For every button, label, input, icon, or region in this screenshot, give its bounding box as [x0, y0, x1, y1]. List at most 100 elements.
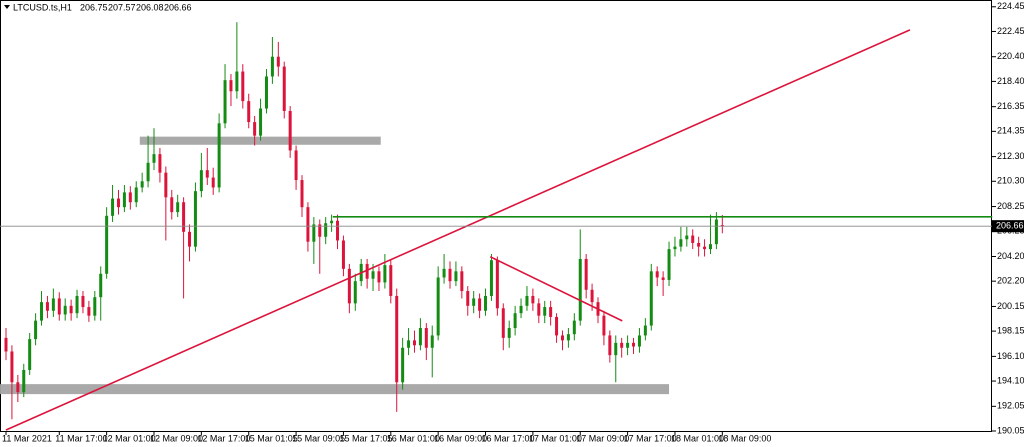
- candle-body: [673, 246, 677, 250]
- candle-body: [637, 335, 641, 347]
- x-tick-label: 15 Mar 01:05: [245, 433, 298, 443]
- candle-body: [57, 298, 61, 315]
- x-tick-label: 16 Mar 09:00: [434, 433, 487, 443]
- candle-body: [602, 315, 606, 336]
- x-tick-label: 15 Mar 09:05: [292, 433, 345, 443]
- x-tick-label: 15 Mar 17:05: [339, 433, 392, 443]
- chart-title: LTCUSD.ts,H1: [13, 2, 72, 12]
- candle-body: [205, 170, 209, 178]
- candle-body: [318, 224, 322, 237]
- y-tick-label: 200.15: [997, 301, 1024, 311]
- candle-body: [578, 258, 582, 321]
- candle-body: [353, 281, 357, 304]
- candle-body: [685, 235, 689, 240]
- candle-body: [507, 328, 511, 338]
- candle-body: [531, 295, 535, 304]
- y-tick-label: 208.25: [997, 201, 1024, 211]
- y-tick-label: 194.10: [997, 375, 1024, 385]
- candle-body: [466, 291, 470, 306]
- candle-body: [484, 295, 488, 311]
- candle-body: [223, 80, 227, 124]
- candle-body: [608, 335, 612, 356]
- candle-body: [501, 308, 505, 338]
- x-tick-label: 11 Mar 17:00: [55, 433, 107, 443]
- candle-body: [383, 265, 387, 283]
- header-low: 206.08: [136, 2, 164, 12]
- candle-body: [164, 172, 168, 198]
- candle-body: [241, 71, 245, 102]
- candle-body: [170, 197, 174, 213]
- candle-body: [211, 177, 215, 188]
- header-open: 206.75: [80, 2, 108, 12]
- candle-body: [69, 305, 73, 314]
- last-price-box: [992, 220, 1024, 233]
- candle-body: [176, 202, 180, 213]
- candle-body: [4, 337, 8, 352]
- candle-body: [182, 202, 186, 232]
- candle-body: [253, 122, 257, 136]
- candle-body: [643, 325, 647, 336]
- candle-body: [555, 316, 559, 336]
- candle-body: [229, 80, 233, 92]
- candle-body: [371, 271, 375, 279]
- candle-body: [418, 328, 422, 346]
- candle-body: [300, 180, 304, 208]
- trend-line: [5, 29, 911, 431]
- candle-body: [412, 340, 416, 346]
- candle-body: [401, 347, 405, 383]
- x-tick-label: 12 Mar 09:00: [150, 433, 203, 443]
- candle-body: [430, 335, 434, 348]
- candle-body: [442, 268, 446, 278]
- candle-body: [22, 369, 26, 393]
- candle-body: [28, 339, 32, 370]
- candle-body: [264, 76, 268, 109]
- y-tick-label: 202.20: [997, 276, 1024, 286]
- candle-body: [543, 307, 547, 316]
- candle-body: [247, 101, 251, 123]
- candle-body: [81, 295, 85, 308]
- candle-body: [714, 219, 718, 245]
- candle-body: [667, 249, 671, 280]
- x-tick-label: 18 Mar 09:00: [718, 433, 771, 443]
- header-high: 207.57: [108, 2, 136, 12]
- candle-body: [377, 271, 381, 283]
- candle-body: [288, 110, 292, 151]
- candle-body: [146, 162, 150, 182]
- x-tick-label: 18 Mar 01:00: [671, 433, 724, 443]
- candle-body: [448, 268, 452, 282]
- y-tick-label: 190.05: [997, 425, 1024, 435]
- candle-body: [519, 305, 523, 314]
- candle-body: [655, 271, 659, 278]
- candle-body: [513, 313, 517, 329]
- candle-body: [697, 242, 701, 247]
- last-price-label: 206.66: [996, 221, 1024, 231]
- candle-body: [395, 295, 399, 383]
- candle-body: [270, 56, 274, 77]
- x-tick-label: 16 Mar 01:00: [387, 433, 440, 443]
- candle-body: [122, 192, 126, 208]
- candle-body: [436, 277, 440, 336]
- candle-body: [105, 215, 109, 274]
- candle-body: [478, 298, 482, 311]
- candle-body: [75, 295, 79, 314]
- header-close: 206.66: [164, 2, 192, 12]
- candle-body: [188, 231, 192, 247]
- candle-body: [341, 240, 345, 269]
- candle-body: [259, 108, 263, 136]
- y-tick-label: 220.40: [997, 51, 1024, 61]
- candle-body: [537, 303, 541, 316]
- candle-body: [40, 302, 44, 321]
- candle-body: [632, 342, 636, 347]
- trend-line: [489, 256, 623, 322]
- candle-body: [566, 334, 570, 341]
- candle-body: [51, 298, 55, 311]
- candle-body: [549, 307, 553, 317]
- candle-body: [93, 297, 97, 316]
- candle-body: [365, 263, 369, 279]
- candle-body: [525, 295, 529, 306]
- y-tick-label: 218.40: [997, 76, 1024, 86]
- candle-body: [34, 320, 38, 340]
- candle-body: [708, 244, 712, 250]
